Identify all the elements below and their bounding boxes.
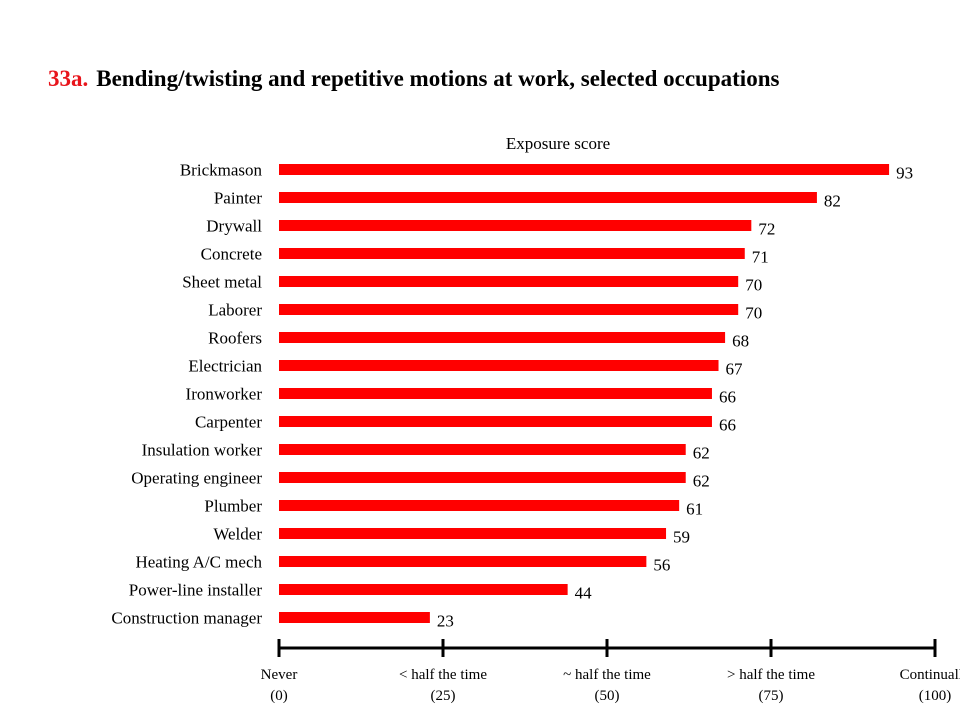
bar <box>279 360 719 371</box>
category-label: Plumber <box>204 497 262 516</box>
data-label: 61 <box>686 500 703 519</box>
data-label: 62 <box>693 444 710 463</box>
bar <box>279 192 817 203</box>
category-label: Concrete <box>201 245 262 264</box>
data-label: 56 <box>653 556 670 575</box>
x-tick-sublabel: (25) <box>431 688 456 704</box>
category-label: Carpenter <box>195 413 262 432</box>
data-label: 23 <box>437 612 454 631</box>
bar <box>279 332 726 343</box>
data-label: 66 <box>719 388 736 407</box>
bar <box>279 472 686 483</box>
category-label: Painter <box>214 189 262 208</box>
x-tick-label: Continually <box>900 667 960 683</box>
data-label: 72 <box>758 220 775 239</box>
category-label: Welder <box>213 525 262 544</box>
bar <box>279 416 712 427</box>
bar <box>279 248 745 259</box>
data-label: 70 <box>745 276 762 295</box>
category-label: Power-line installer <box>129 581 263 600</box>
bar <box>279 164 890 175</box>
bar <box>279 444 686 455</box>
x-tick-label: ~ half the time <box>563 667 651 683</box>
data-label: 67 <box>726 360 744 379</box>
data-label: 62 <box>693 472 710 491</box>
x-tick-sublabel: (50) <box>595 688 620 704</box>
category-label: Drywall <box>206 217 262 236</box>
bar <box>279 276 739 287</box>
data-label: 59 <box>673 528 690 547</box>
category-label: Operating engineer <box>131 469 262 488</box>
data-label: 82 <box>824 192 841 211</box>
data-label: 68 <box>732 332 749 351</box>
bar <box>279 612 430 623</box>
bar <box>279 584 568 595</box>
category-label: Electrician <box>188 357 262 376</box>
bar <box>279 220 752 231</box>
data-label: 70 <box>745 304 762 323</box>
x-tick-label: < half the time <box>399 667 487 683</box>
bar <box>279 304 739 315</box>
data-label: 71 <box>752 248 769 267</box>
bar <box>279 500 680 511</box>
category-label: Insulation worker <box>142 441 263 460</box>
data-label: 66 <box>719 416 736 435</box>
category-label: Brickmason <box>180 161 263 180</box>
x-tick-label: > half the time <box>727 667 815 683</box>
chart-subtitle: Exposure score <box>506 134 610 153</box>
x-tick-sublabel: (75) <box>759 688 784 704</box>
category-label: Ironworker <box>186 385 263 404</box>
data-label: 93 <box>896 164 913 183</box>
bar <box>279 388 712 399</box>
x-tick-sublabel: (100) <box>919 688 952 704</box>
x-tick-label: Never <box>261 667 298 683</box>
title-text: Bending/twisting and repetitive motions … <box>96 66 780 91</box>
category-label: Sheet metal <box>182 273 262 292</box>
bar <box>279 528 667 539</box>
x-tick-sublabel: (0) <box>270 688 288 704</box>
category-label: Roofers <box>208 329 262 348</box>
chart-title: 33a. Bending/twisting and repetitive moti… <box>48 66 779 92</box>
category-label: Laborer <box>208 301 262 320</box>
category-label: Construction manager <box>111 609 262 628</box>
title-number: 33a. <box>48 66 89 91</box>
bar <box>279 556 647 567</box>
data-label: 44 <box>575 584 593 603</box>
category-label: Heating A/C mech <box>135 553 262 572</box>
